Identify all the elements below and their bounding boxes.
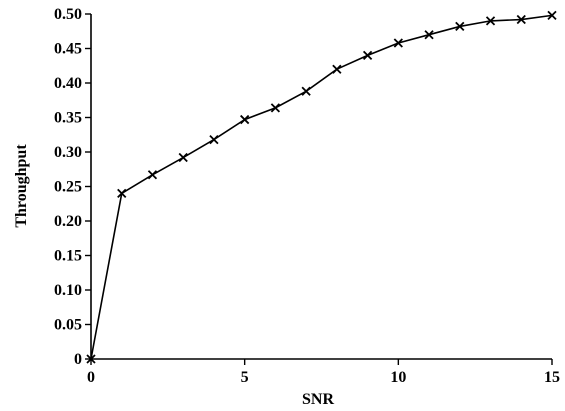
data-point [147,170,158,180]
y-tick-label: 0.10 [54,282,82,299]
data-point [86,354,96,364]
data-point [516,14,526,25]
y-axis-ticks: 0 0.05 0.10 0.15 0.20 0.25 0.30 0.35 0.40 0.45 0.5… [54,6,91,368]
y-tick-label: 0 [74,351,82,368]
y-tick-label: 0.35 [54,110,82,127]
x-tick-label: 0 [87,369,95,386]
y-tick-label: 0.20 [54,213,82,230]
plot-area [86,10,557,364]
y-axis-title: Throughput [13,144,30,228]
x-tick-label: 5 [241,369,249,386]
data-point [485,16,496,26]
x-axis-ticks: 0 5 10 15 [87,359,560,386]
data-point [240,114,250,125]
y-tick-label: 0.45 [54,41,82,58]
series-line [90,14,553,360]
x-tick-label: 15 [544,369,560,386]
y-tick-label: 0.40 [54,75,82,92]
data-point [393,38,403,48]
axes [90,14,552,360]
y-tick-label: 0.15 [54,248,82,265]
x-tick-label: 10 [390,369,406,386]
data-point [209,134,219,145]
y-tick-label: 0.50 [54,6,82,23]
data-point [362,50,373,61]
data-point [455,21,465,32]
y-tick-label: 0.05 [54,317,82,334]
x-axis-title: SNR [302,391,334,408]
data-point [117,188,127,199]
y-tick-label: 0.30 [54,144,82,161]
y-tick-label: 0.25 [54,179,82,196]
data-point [332,64,342,74]
data-point [270,103,281,113]
data-point [178,152,188,163]
data-point [301,86,311,96]
data-point [424,30,434,40]
data-point [547,10,557,21]
